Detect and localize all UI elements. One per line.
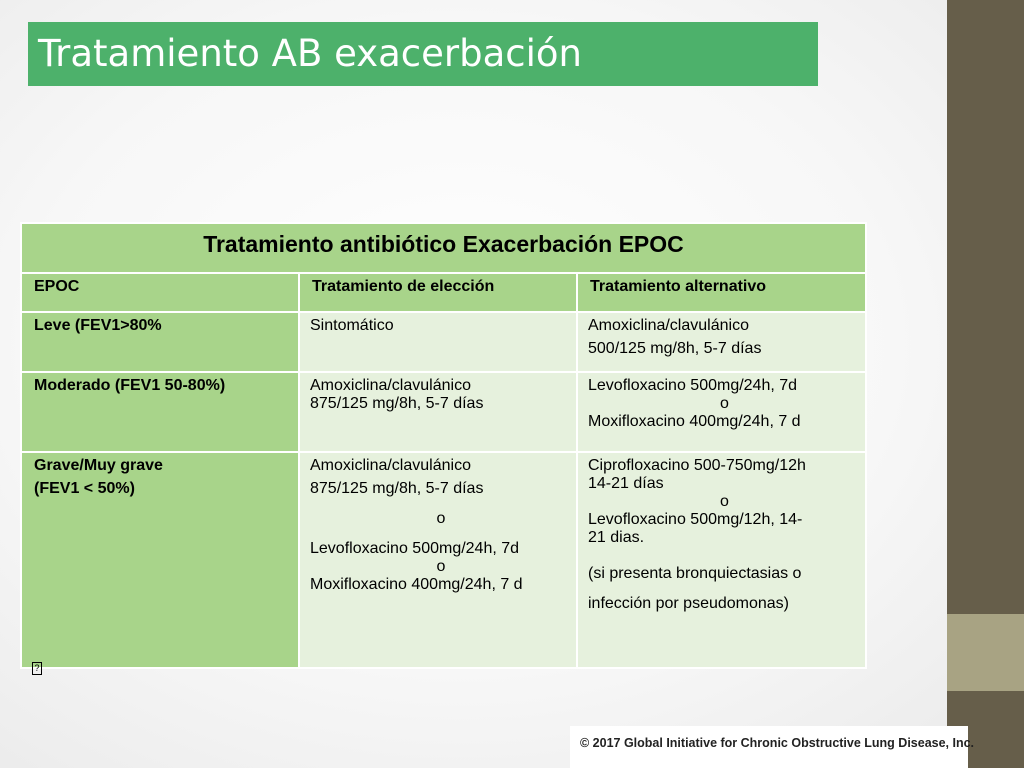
cell-line: Moderado (FEV1 50-80%): [34, 377, 226, 394]
side-decoration-accent: [947, 614, 1024, 691]
table-caption: Tratamiento antibiótico Exacerbación EPO…: [20, 222, 867, 274]
cell-line: Amoxiclina/clavulánico: [588, 317, 749, 334]
slide-title: Tratamiento AB exacerbación: [28, 22, 818, 86]
cell-line: Levofloxacino 500mg/24h, 7d: [310, 540, 520, 557]
cell-epoc: Moderado (FEV1 50-80%): [20, 371, 300, 453]
cell-line: Grave/Muy grave: [34, 457, 163, 474]
cell-line: Levofloxacino 500mg/12h, 14-: [588, 511, 803, 528]
cell-line: 875/125 mg/8h, 5-7 días: [310, 395, 484, 412]
table-caption-row: Tratamiento antibiótico Exacerbación EPO…: [20, 222, 867, 274]
cell-alternativo: Amoxiclina/clavulánico 500/125 mg/8h, 5-…: [576, 311, 867, 373]
cell-alternativo: Ciprofloxacino 500-750mg/12h 14-21 días …: [576, 451, 867, 669]
cell-line: o: [720, 395, 729, 412]
cell-epoc: Leve (FEV1>80%: [20, 311, 300, 373]
cell-line: o: [436, 510, 446, 527]
cell-line: Levofloxacino 500mg/24h, 7d: [588, 377, 798, 394]
cell-line: Moxifloxacino 400mg/24h, 7 d: [310, 576, 523, 593]
table-row: Moderado (FEV1 50-80%) Amoxiclina/clavul…: [20, 371, 867, 453]
cell-line: 21 dias.: [588, 529, 645, 546]
header-epoc: EPOC: [20, 272, 300, 313]
cell-eleccion: Amoxiclina/clavulánico 875/125 mg/8h, 5-…: [298, 371, 578, 453]
cell-eleccion: Sintomático: [298, 311, 578, 373]
placeholder-box-icon: ?: [32, 662, 42, 675]
cell-line: Ciprofloxacino 500-750mg/12h: [588, 457, 806, 474]
cell-line: 875/125 mg/8h, 5-7 días: [310, 480, 484, 497]
cell-line: (si presenta bronquiectasias o: [588, 565, 802, 582]
cell-alternativo: Levofloxacino 500mg/24h, 7d o Moxifloxac…: [576, 371, 867, 453]
cell-line: 500/125 mg/8h, 5-7 días: [588, 340, 762, 357]
header-alternativo: Tratamiento alternativo: [576, 272, 867, 313]
table-header-row: EPOC Tratamiento de elección Tratamiento…: [20, 272, 867, 313]
table-row: Grave/Muy grave (FEV1 < 50%) Amoxiclina/…: [20, 451, 867, 669]
cell-line: Sintomático: [310, 317, 394, 334]
cell-line: infección por pseudomonas): [588, 595, 790, 612]
copyright-notice: © 2017 Global Initiative for Chronic Obs…: [580, 736, 975, 750]
cell-line: o: [720, 493, 729, 510]
cell-epoc: Grave/Muy grave (FEV1 < 50%): [20, 451, 300, 669]
cell-line: (FEV1 < 50%): [34, 480, 135, 497]
cell-line: Leve (FEV1>80%: [34, 317, 162, 334]
cell-line: o: [436, 558, 446, 575]
cell-line: Moxifloxacino 400mg/24h, 7 d: [588, 413, 801, 430]
footer-panel: [570, 726, 968, 768]
cell-line: Amoxiclina/clavulánico: [310, 457, 471, 474]
header-eleccion: Tratamiento de elección: [298, 272, 578, 313]
cell-line: 14-21 días: [588, 475, 664, 492]
antibiotic-treatment-table: Tratamiento antibiótico Exacerbación EPO…: [20, 222, 867, 669]
cell-eleccion: Amoxiclina/clavulánico 875/125 mg/8h, 5-…: [298, 451, 578, 669]
table-row: Leve (FEV1>80% Sintomático Amoxiclina/cl…: [20, 311, 867, 373]
cell-line: Amoxiclina/clavulánico: [310, 377, 471, 394]
